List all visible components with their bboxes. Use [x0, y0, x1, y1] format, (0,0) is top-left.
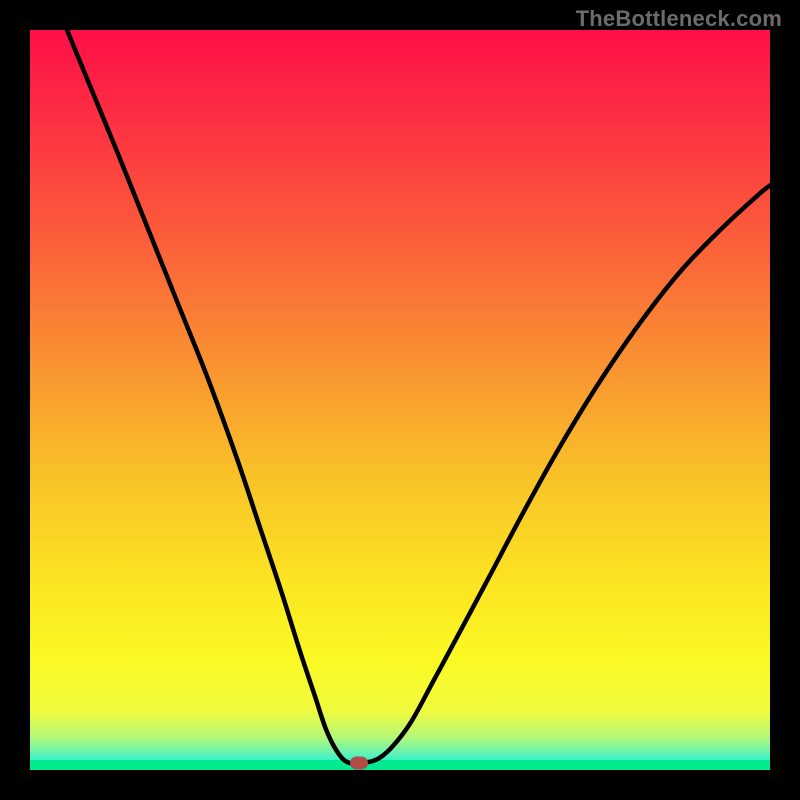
- chart-container: TheBottleneck.com: [0, 0, 800, 800]
- optimum-marker: [350, 756, 368, 769]
- bottleneck-curve: [30, 30, 770, 770]
- watermark-text: TheBottleneck.com: [576, 6, 782, 32]
- plot-area: [30, 30, 770, 770]
